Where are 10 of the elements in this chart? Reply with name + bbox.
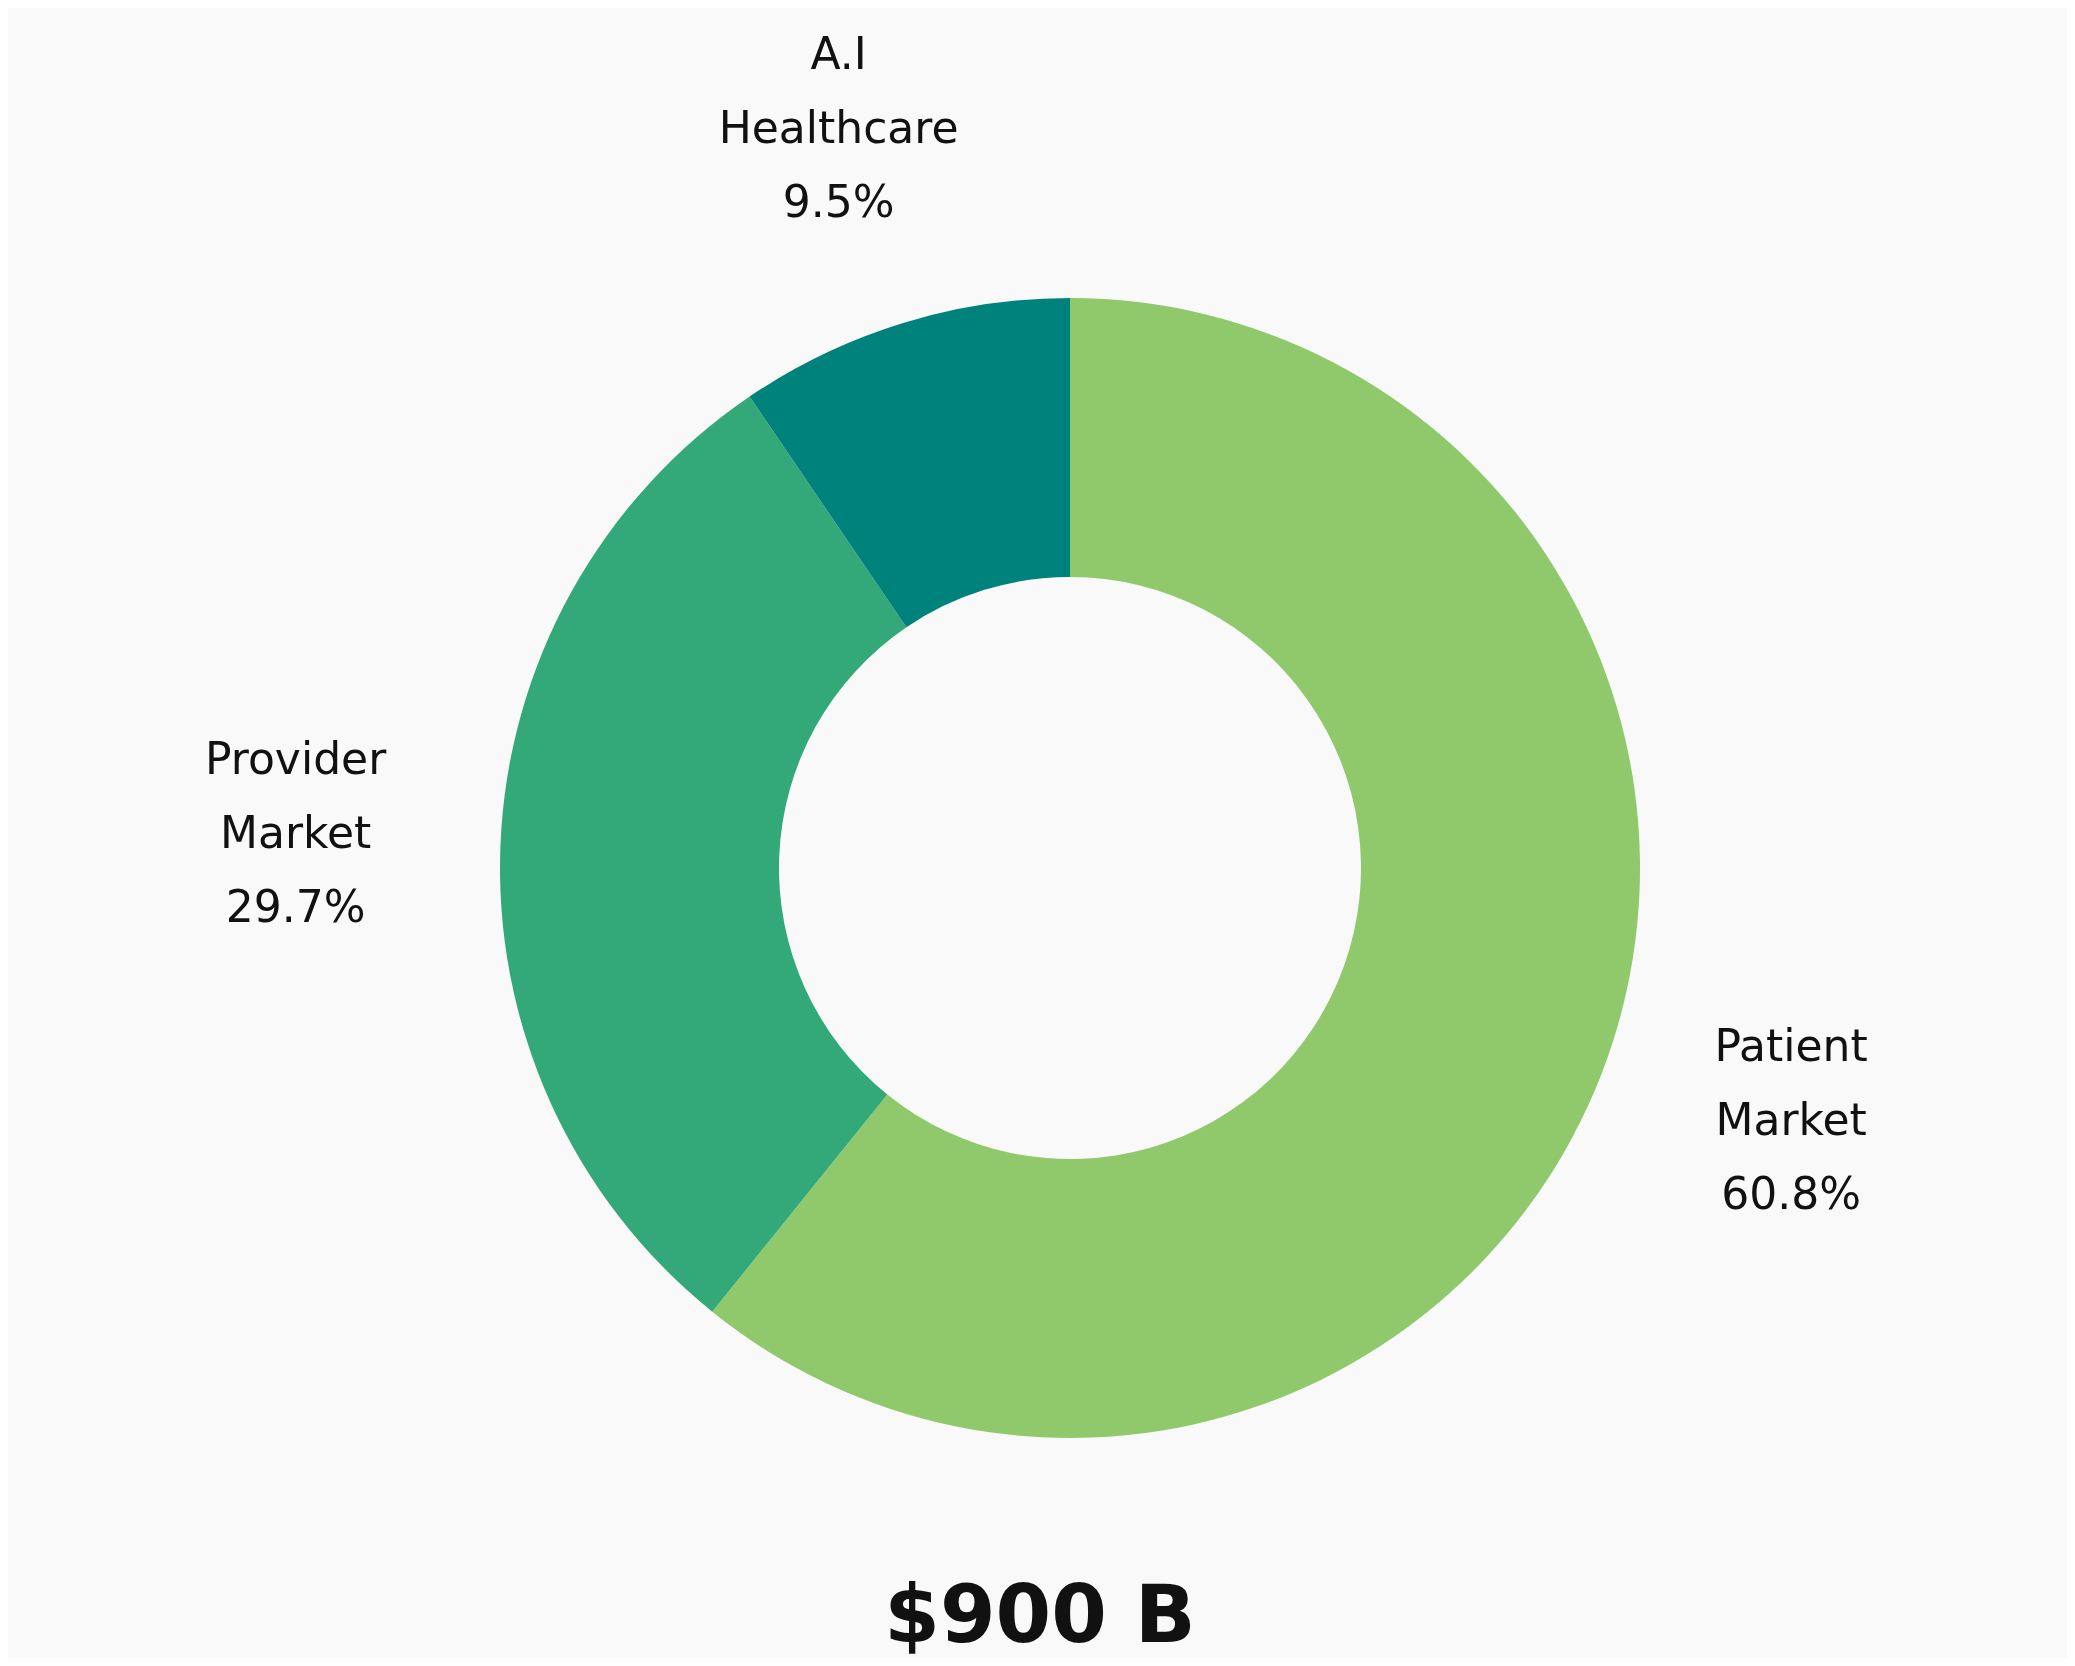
donut-slice [500, 396, 907, 1312]
slice-label: Provider Market [205, 732, 388, 858]
data-label: 60.8% [1721, 1167, 1861, 1219]
slice-label: A.I Healthcare [718, 27, 959, 153]
slice-label: Patient Market [1714, 1019, 1868, 1145]
donut-slice [749, 298, 1070, 628]
text: $900 B [884, 1567, 1196, 1661]
donut-slice [712, 298, 1640, 1438]
data-label: 9.5% [782, 175, 895, 227]
data-label: 29.7% [225, 880, 366, 932]
